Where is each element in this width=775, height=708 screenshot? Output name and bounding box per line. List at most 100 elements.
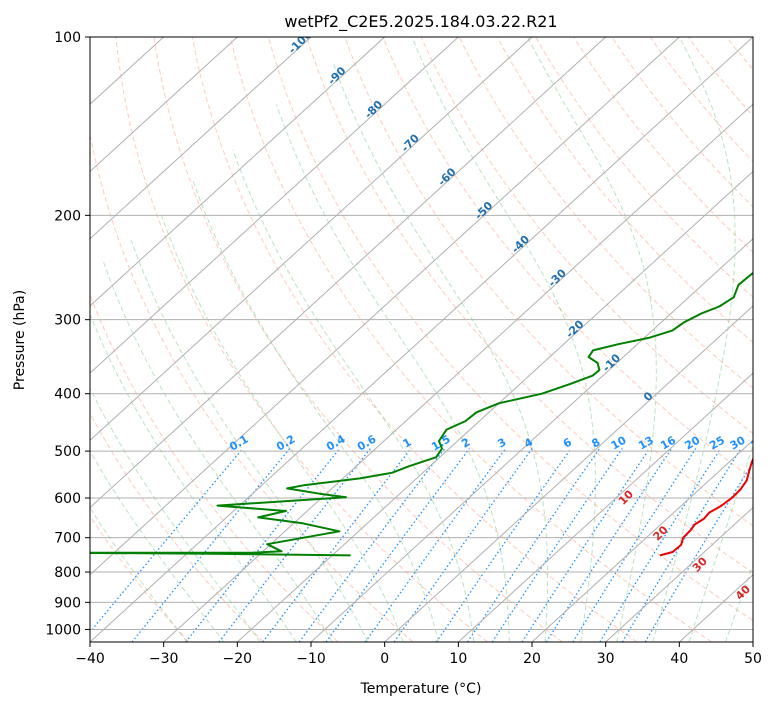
mixing-ratio-label: 0.6 [355, 432, 379, 453]
dry-adiabat-line [687, 37, 753, 117]
moist-adiabat-label: 10 [616, 487, 636, 507]
y-tick-label: 1000 [45, 622, 81, 638]
mixing-ratio-line [262, 448, 412, 642]
dry-adiabat-line [726, 37, 753, 71]
profile-series [90, 271, 753, 557]
dry-adiabat-label: -70 [399, 131, 422, 154]
y-tick-label: 200 [54, 208, 81, 224]
dry-adiabat-line [382, 37, 753, 481]
moist-adiabat-line [90, 506, 188, 642]
grid-lines [90, 37, 753, 642]
moist-adiabat-label: 40 [733, 582, 753, 602]
dry-adiabat-line [90, 412, 264, 642]
mixing-ratio-label: 0.2 [274, 433, 297, 454]
moist-adiabat-label: 20 [651, 523, 671, 543]
isotherm-gridline [90, 37, 753, 642]
mixing-ratio-label: 0.1 [227, 433, 250, 454]
mixing-ratio-label: 16 [658, 433, 678, 452]
y-tick-label: 800 [54, 565, 81, 581]
moist-adiabat-line [411, 37, 596, 642]
mixing-ratio-label: 20 [683, 433, 703, 452]
isotherm-gridline [90, 37, 459, 374]
moist-adiabat-line [332, 61, 549, 642]
moist-adiabat-line [276, 104, 510, 642]
dry-adiabat-label: -10 [600, 351, 623, 374]
dry-adiabat-line [649, 37, 753, 163]
isotherm-gridline [752, 641, 753, 642]
moist-adiabat-line [652, 37, 736, 642]
y-tick-label: 500 [54, 444, 81, 460]
x-tick-label: −30 [149, 651, 179, 667]
mixing-ratio-label: 10 [609, 433, 629, 452]
x-axis-label: Temperature (°C) [360, 681, 482, 697]
dry-adiabat-line [496, 37, 753, 344]
dry-adiabat-label: -80 [362, 98, 385, 121]
dry-adiabat-line [306, 37, 753, 574]
mixing-ratio-line [298, 448, 446, 642]
dry-adiabat-line [420, 37, 753, 435]
dry-adiabat-line [90, 515, 190, 642]
dry-adiabat-label: -100 [286, 28, 315, 57]
dry-adiabat-line [90, 131, 414, 642]
isotherm-gridline [384, 305, 753, 642]
mixing-ratio-line [644, 461, 753, 642]
isotherm-gridline [236, 170, 753, 642]
y-tick-label: 400 [54, 387, 81, 403]
moist-adiabat-line [688, 444, 753, 642]
moist-adiabat-line [103, 262, 333, 642]
moist-adiabat-line [90, 387, 261, 642]
y-tick-label: 100 [54, 30, 81, 46]
y-axis-label: Pressure (hPa) [12, 290, 28, 390]
mixing-ratio-line [185, 448, 341, 642]
dry-adiabat-label: -20 [563, 317, 586, 340]
x-tick-label: −20 [223, 651, 253, 667]
dry-adiabat-line [268, 37, 753, 622]
mixing-ratio-line [325, 448, 471, 642]
dry-adiabat-line [765, 37, 775, 642]
mixing-ratio-label: 6 [561, 435, 574, 450]
dewpoint-profile-line [90, 271, 753, 557]
dry-adiabat-label: -60 [435, 165, 458, 188]
mixing-ratio-line [521, 448, 651, 642]
mixing-ratio-line [621, 448, 742, 642]
moist-adiabat-line [160, 215, 404, 642]
mixing-ratio-line [435, 448, 572, 642]
dry-adiabat-line [191, 37, 638, 642]
dry-adiabat-line [115, 37, 488, 642]
mixing-ratio-line [364, 448, 507, 642]
mixing-ratio-label: 2 [459, 436, 472, 451]
isotherm-gridline [90, 37, 312, 240]
y-tick-label: 900 [54, 595, 81, 611]
isotherm-gridline [90, 37, 238, 173]
x-tick-label: 10 [449, 651, 467, 667]
mixing-ratio-label: 4 [522, 435, 535, 450]
mixing-ratio-line [466, 448, 601, 642]
dry-adiabat-label: -90 [325, 64, 348, 87]
x-tick-label: 30 [597, 651, 615, 667]
moist-adiabat-line [725, 563, 753, 642]
plot-frame [89, 36, 754, 643]
y-tick-label: 600 [54, 491, 81, 507]
x-tick-label: 0 [380, 651, 389, 667]
mixing-ratio-line [131, 448, 291, 642]
x-tick-label: 40 [670, 651, 688, 667]
mixing-ratio-line [393, 448, 533, 642]
x-tick-label: 50 [744, 651, 762, 667]
chart-title: wetPf2_C2E5.2025.184.03.22.R21 [284, 12, 557, 32]
x-tick-label: 20 [523, 651, 541, 667]
isotherm-gridline [163, 103, 753, 642]
isotherm-gridline [90, 37, 386, 307]
mixing-ratio-line [572, 448, 697, 642]
isotherm-gridline [90, 37, 680, 576]
x-tick-label: −40 [75, 651, 105, 667]
isotherm-gridline [605, 506, 753, 642]
mixing-ratio-label: 3 [495, 436, 508, 451]
x-tick-label: −10 [296, 651, 326, 667]
mixing-ratio-line [599, 448, 722, 642]
dry-adiabat-label: -40 [509, 233, 532, 256]
temperature-profile-line [659, 456, 753, 557]
mixing-ratio-label: 30 [728, 433, 748, 452]
isotherm-gridline [457, 372, 753, 642]
axis-ticks: −40 −30 −20 −10 0 10 20 30 40 5010020030040050060… [45, 30, 762, 667]
